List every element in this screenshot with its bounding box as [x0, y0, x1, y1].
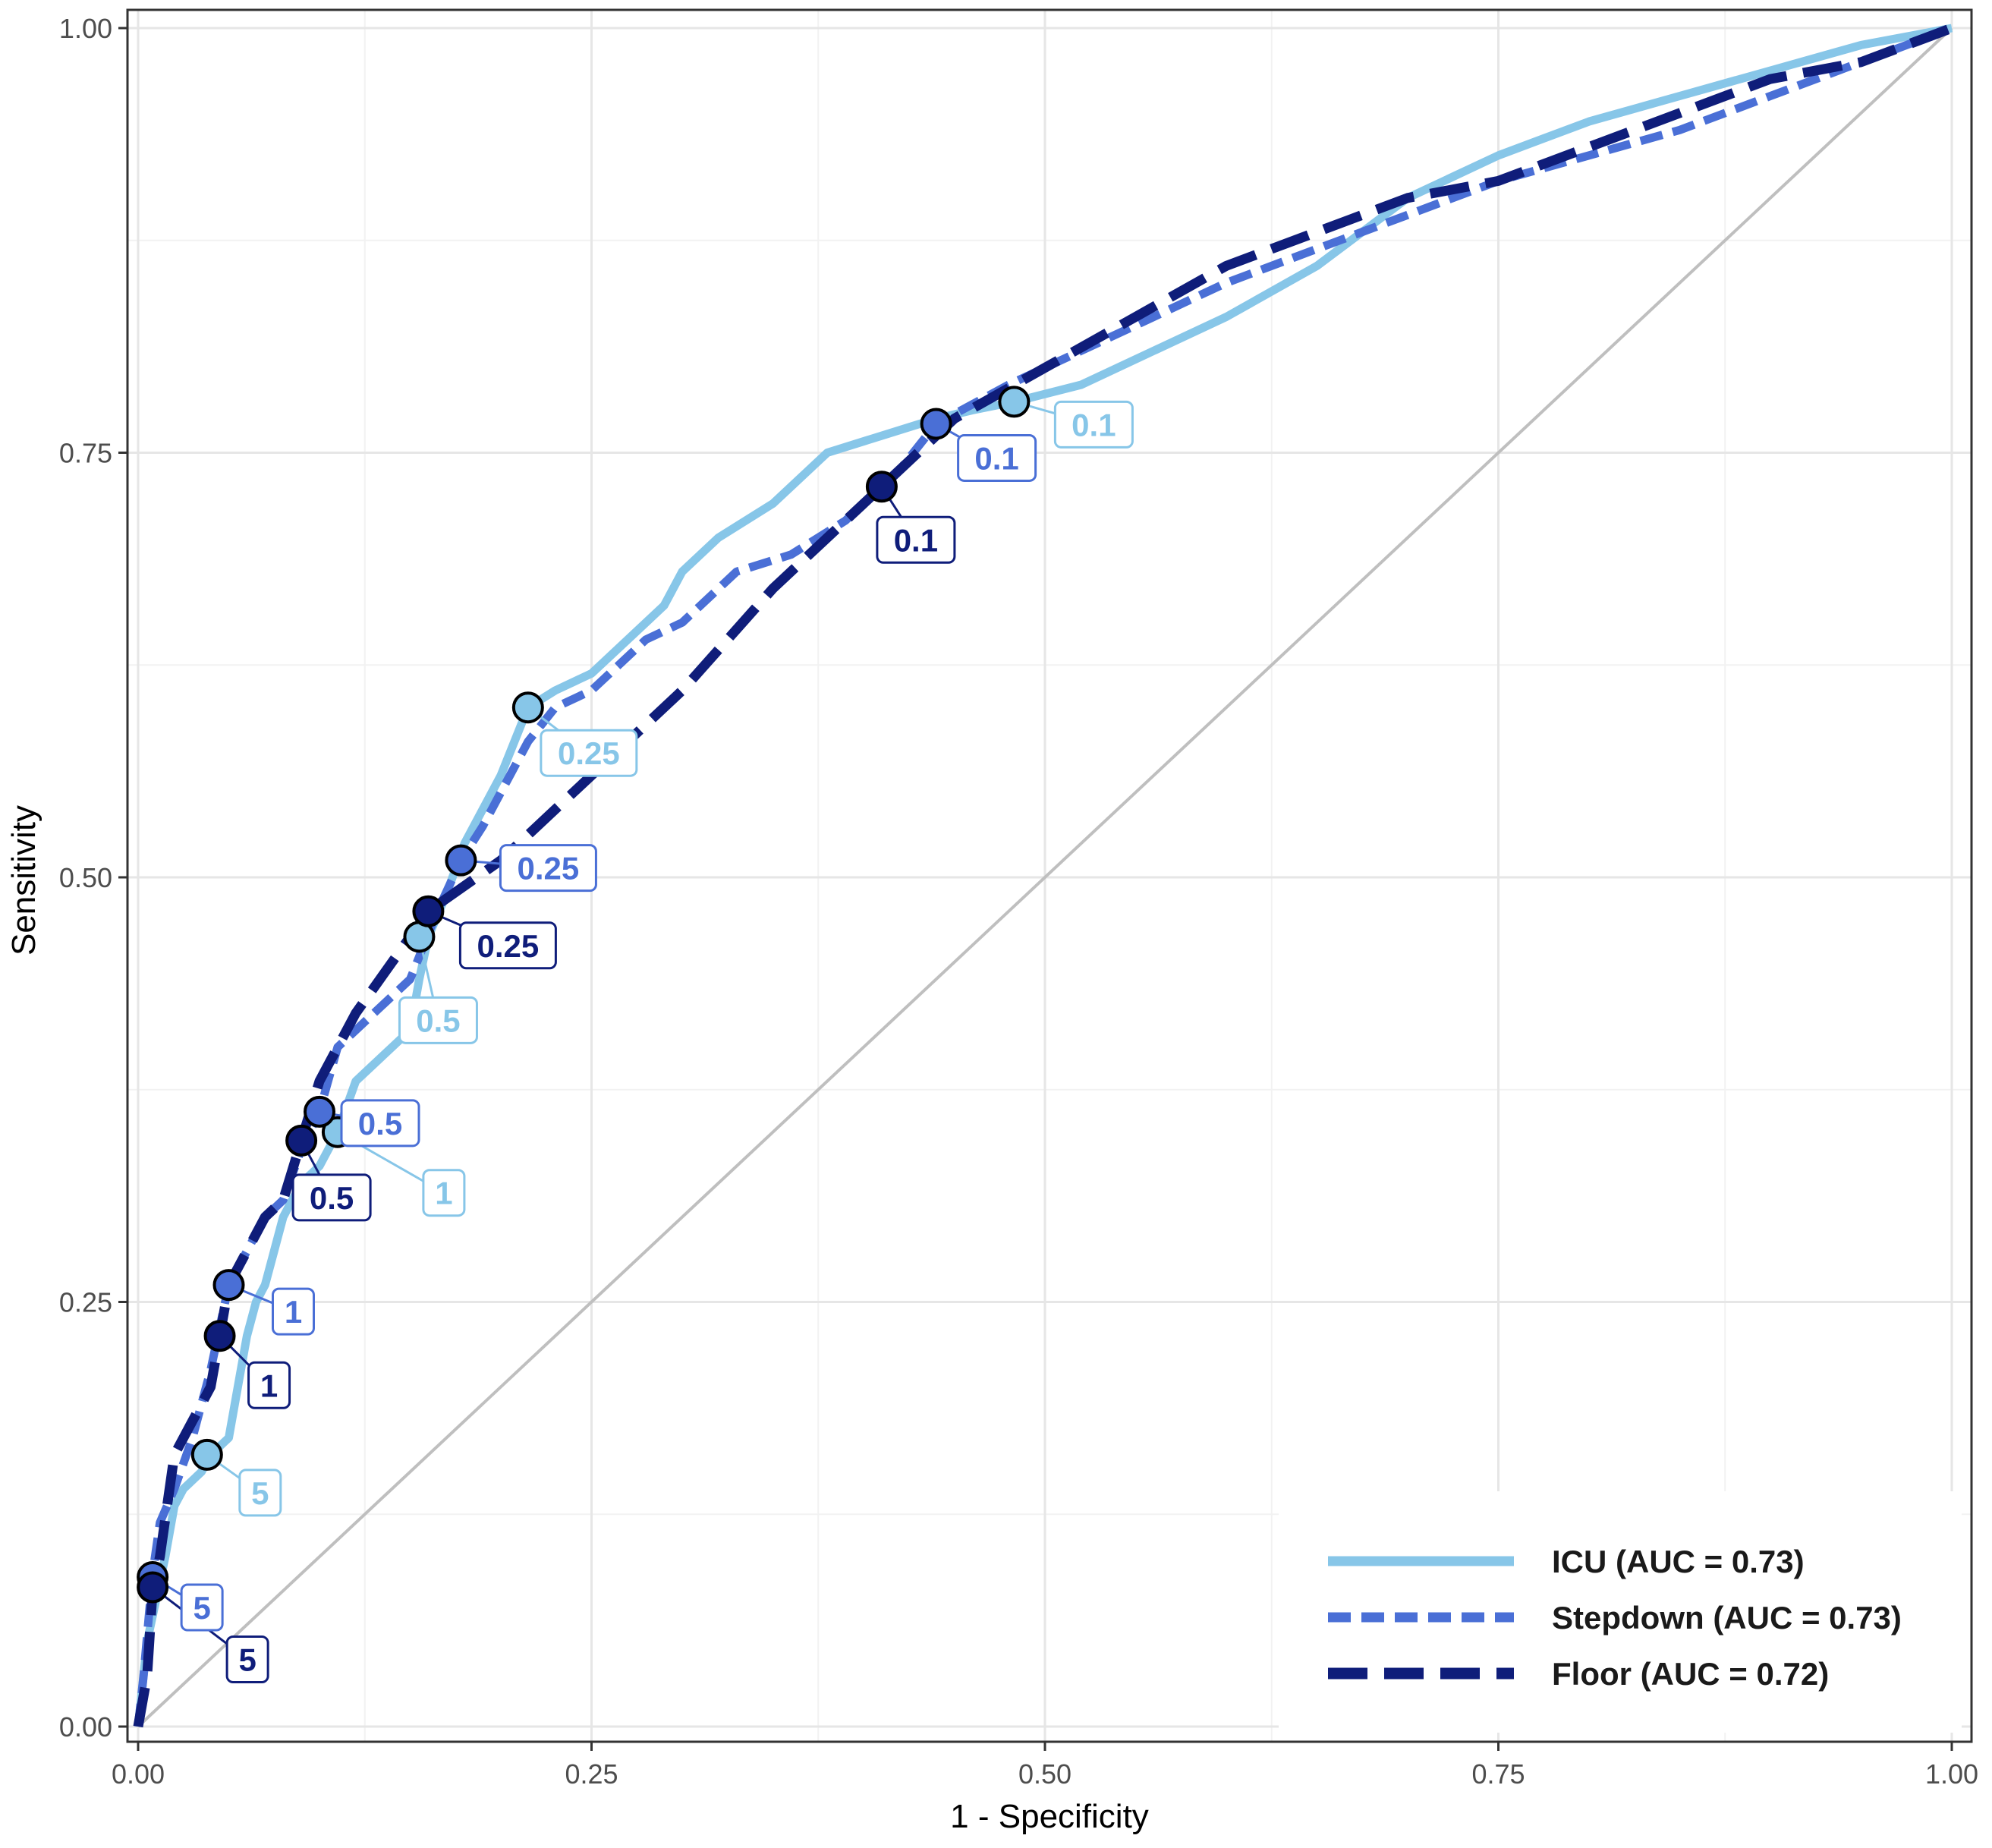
threshold-label: 0.5	[358, 1106, 402, 1141]
threshold-label-box	[272, 1287, 315, 1336]
threshold-label-box	[957, 433, 1037, 482]
threshold-label: 0.1	[974, 440, 1018, 476]
threshold-label-box	[180, 1583, 224, 1632]
threshold-label: 0.25	[518, 851, 580, 886]
threshold-label: 1	[260, 1368, 278, 1403]
threshold-label-box	[291, 1173, 372, 1222]
threshold-label: 5	[238, 1642, 256, 1677]
threshold-label-box	[499, 844, 597, 893]
threshold-label: 5	[193, 1590, 210, 1626]
y-tick-label: 0.50	[59, 862, 112, 893]
threshold-label-box	[540, 729, 638, 777]
legend-label-series-1: Stepdown (AUC = 0.73)	[1552, 1600, 1902, 1635]
threshold-point	[203, 1320, 236, 1352]
threshold-point	[865, 471, 898, 503]
y-tick-label: 1.00	[59, 13, 112, 44]
threshold-point	[137, 1571, 169, 1604]
y-tick-label: 0.75	[59, 438, 112, 469]
threshold-point	[412, 895, 445, 927]
y-axis-title: Sensitivity	[5, 805, 42, 955]
threshold-label-box	[876, 515, 956, 564]
threshold-point	[920, 408, 952, 440]
x-tick-label: 0.50	[1018, 1758, 1072, 1790]
threshold-label-box	[458, 921, 557, 970]
threshold-point	[190, 1438, 223, 1471]
threshold-label: 0.5	[310, 1180, 354, 1216]
threshold-label-box	[1053, 400, 1134, 449]
threshold-point	[511, 691, 544, 724]
threshold-label: 0.1	[1072, 407, 1116, 442]
threshold-point	[212, 1269, 245, 1302]
legend-label-series-2: Floor (AUC = 0.72)	[1552, 1656, 1829, 1692]
roc-curve-series-2	[133, 23, 1954, 1728]
threshold-point	[445, 844, 477, 877]
threshold-label: 1	[285, 1294, 302, 1330]
legend: ICU (AUC = 0.73) Stepdown (AUC = 0.73) Flo…	[1279, 1491, 1962, 1733]
x-tick-label: 0.00	[112, 1758, 165, 1790]
legend-background	[1279, 1491, 1962, 1733]
plot-panel-border	[126, 8, 1973, 1743]
threshold-label: 0.5	[416, 1003, 460, 1038]
threshold-label-box	[340, 1099, 420, 1148]
legend-label-series-0: ICU (AUC = 0.73)	[1552, 1544, 1805, 1579]
threshold-point	[304, 1095, 335, 1128]
threshold-label-box	[247, 1361, 291, 1409]
threshold-label: 0.25	[477, 928, 540, 964]
threshold-point	[998, 386, 1031, 418]
threshold-label-box	[238, 1469, 282, 1517]
threshold-label-box	[422, 1169, 466, 1217]
x-tick-label: 0.75	[1471, 1758, 1525, 1790]
threshold-label: 0.25	[558, 735, 620, 771]
x-tick-label: 0.25	[565, 1758, 618, 1790]
y-tick-label: 0.25	[59, 1287, 112, 1318]
reference-diagonal	[137, 27, 1953, 1728]
y-tick-label: 0.00	[59, 1711, 112, 1743]
x-axis-title: 1 - Specificity	[950, 1798, 1149, 1835]
threshold-point	[285, 1124, 318, 1157]
roc-curve-series-0	[134, 24, 1953, 1727]
threshold-label-box	[225, 1635, 269, 1683]
threshold-label: 1	[435, 1176, 452, 1211]
threshold-label: 0.1	[894, 522, 938, 558]
threshold-label-box	[398, 996, 478, 1044]
x-tick-label: 1.00	[1925, 1758, 1978, 1790]
threshold-label: 5	[251, 1475, 269, 1511]
